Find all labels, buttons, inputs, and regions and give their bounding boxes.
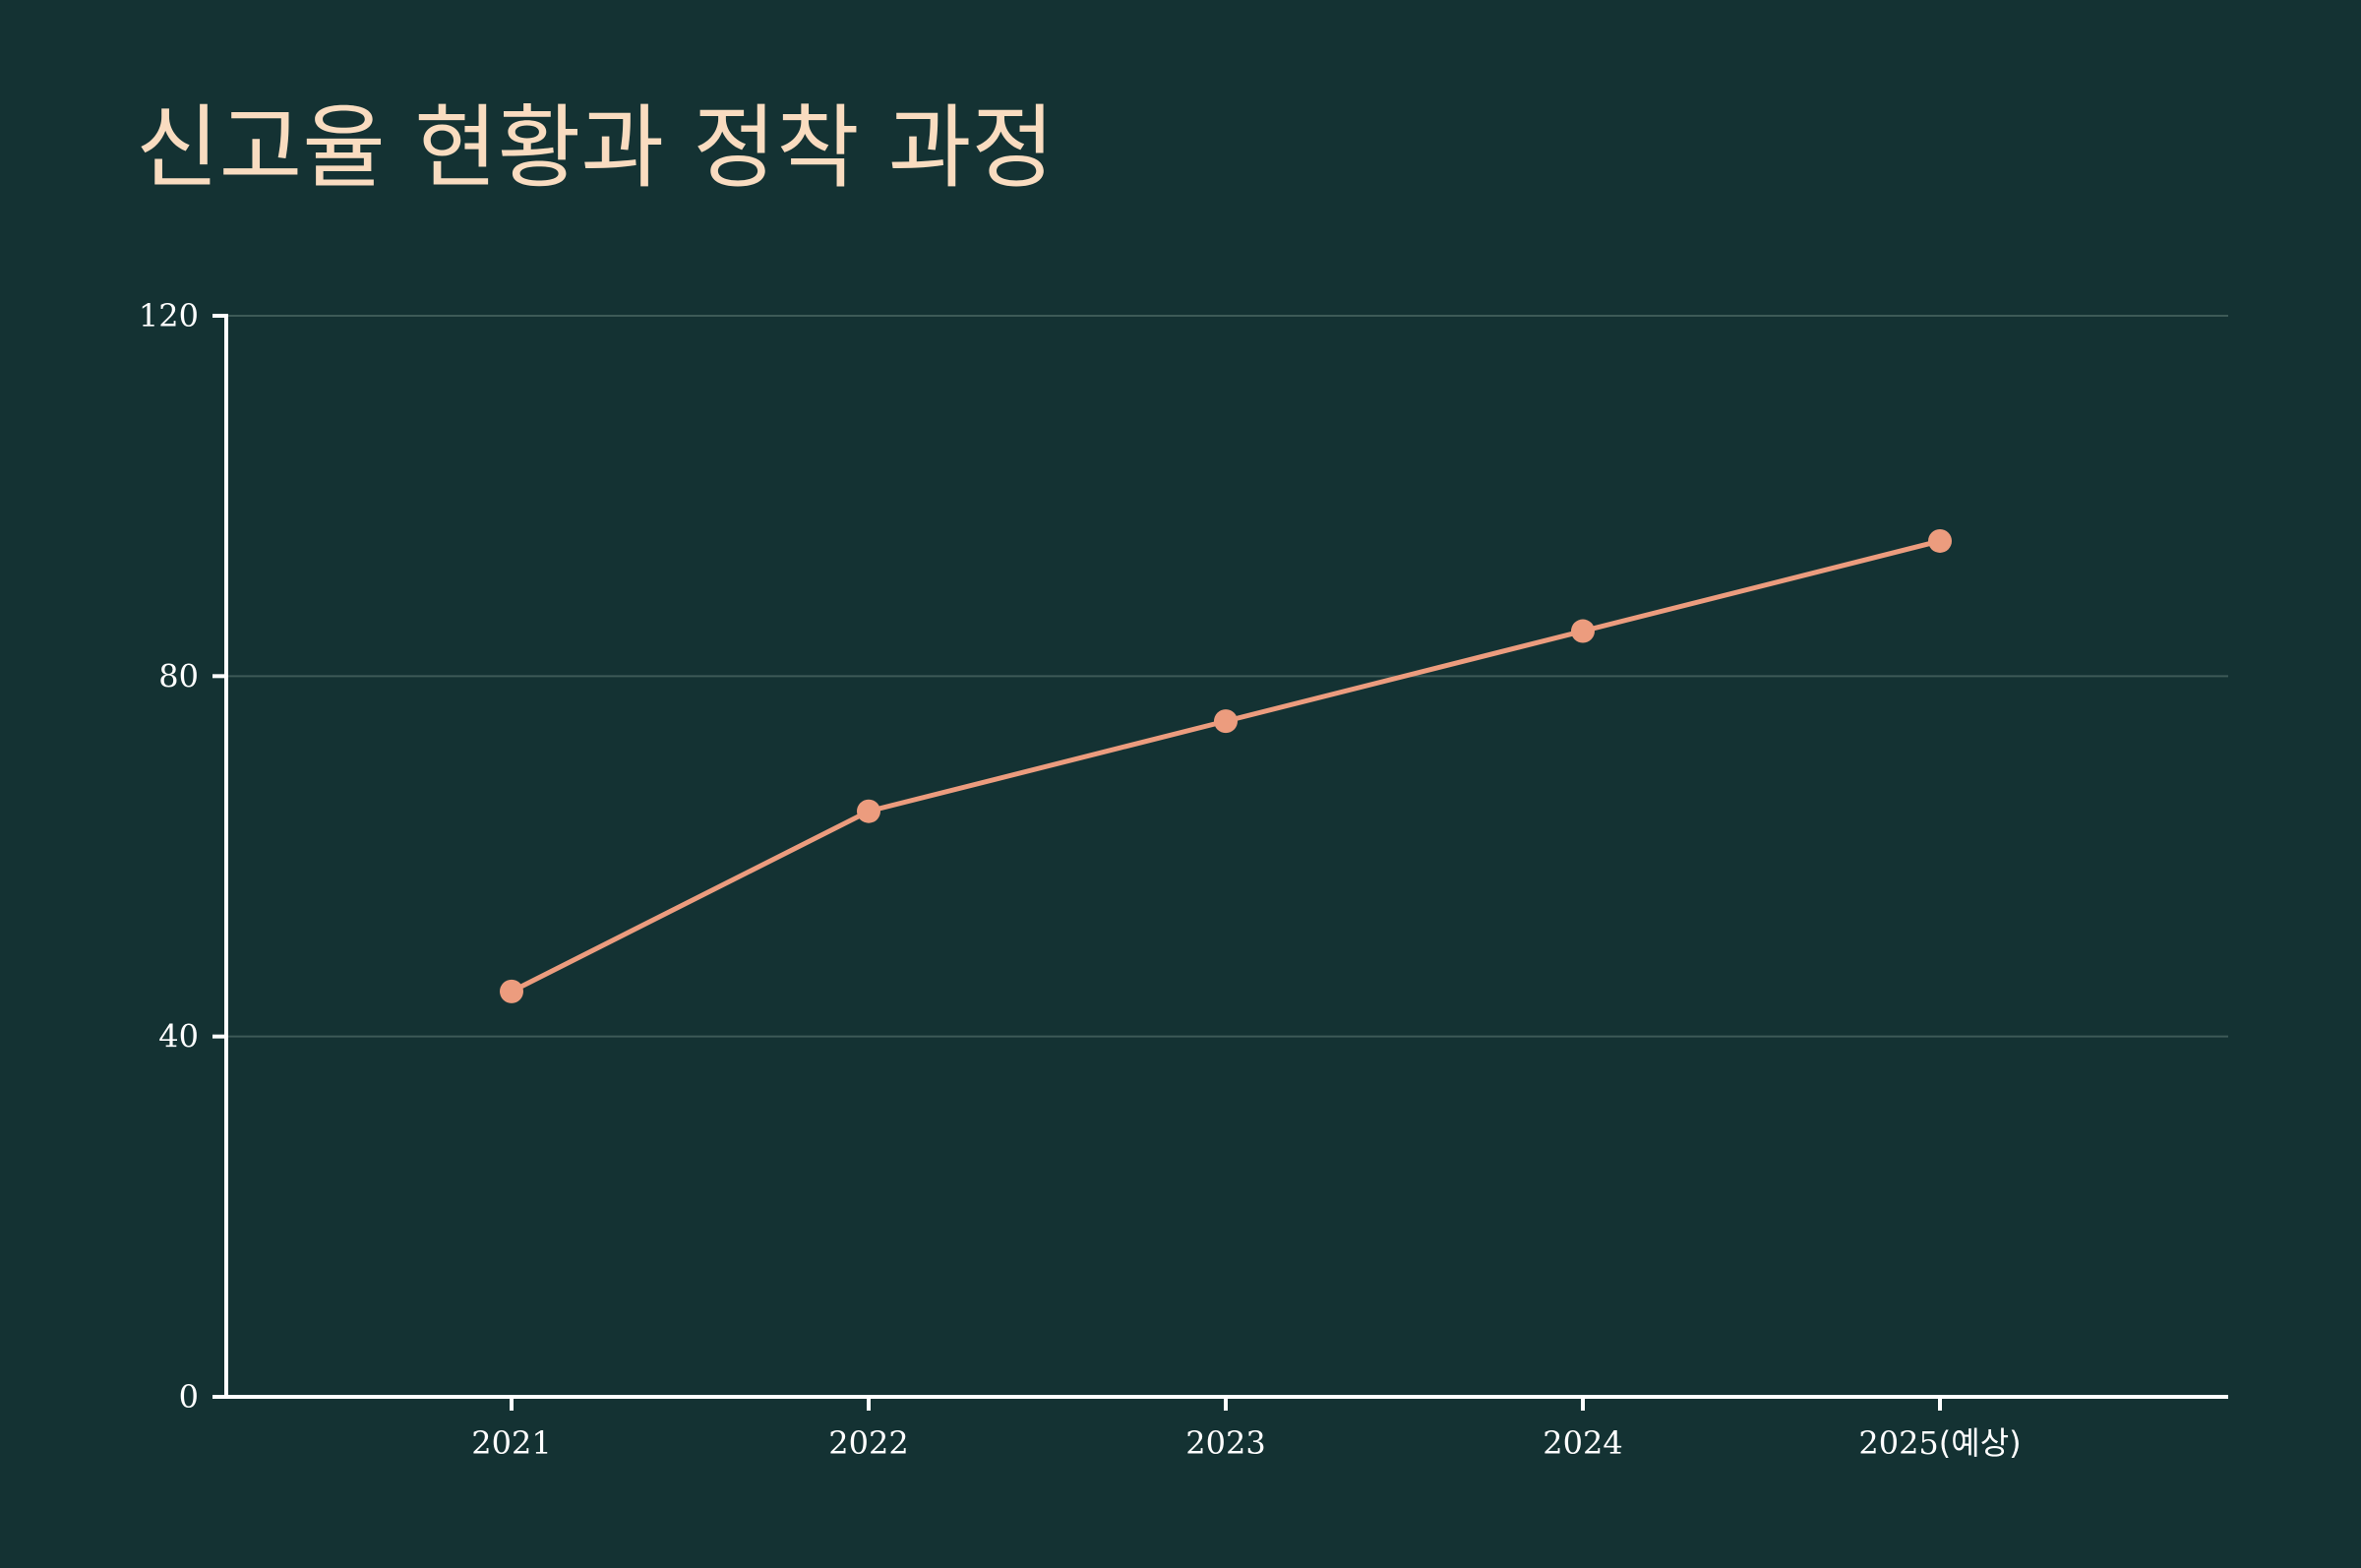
chart-title: 신고율 현황과 정착 과정 <box>136 95 1056 201</box>
data-series <box>500 528 1952 1003</box>
data-point-0 <box>500 979 523 1003</box>
y-tick-label-120: 120 <box>139 297 199 334</box>
tick-labels: 0 40 80 120 2021 2022 2023 2024 2025(예상) <box>139 297 2022 1462</box>
x-tick-label-0: 2021 <box>471 1424 551 1462</box>
data-point-3 <box>1571 619 1595 643</box>
x-tick-label-2: 2023 <box>1185 1424 1265 1462</box>
x-tick-label-4: 2025(예상) <box>1858 1424 2021 1462</box>
data-point-4 <box>1928 528 1952 553</box>
data-point-2 <box>1214 709 1238 734</box>
y-tick-label-40: 40 <box>158 1018 199 1055</box>
grid-lines <box>226 315 2228 1038</box>
series-line-0 <box>510 538 1941 995</box>
axes <box>212 314 2228 1411</box>
x-tick-label-1: 2022 <box>828 1424 908 1462</box>
x-tick-label-3: 2024 <box>1543 1424 1622 1462</box>
data-point-1 <box>857 799 880 823</box>
y-tick-label-80: 80 <box>158 657 199 694</box>
y-tick-label-0: 0 <box>179 1378 199 1416</box>
